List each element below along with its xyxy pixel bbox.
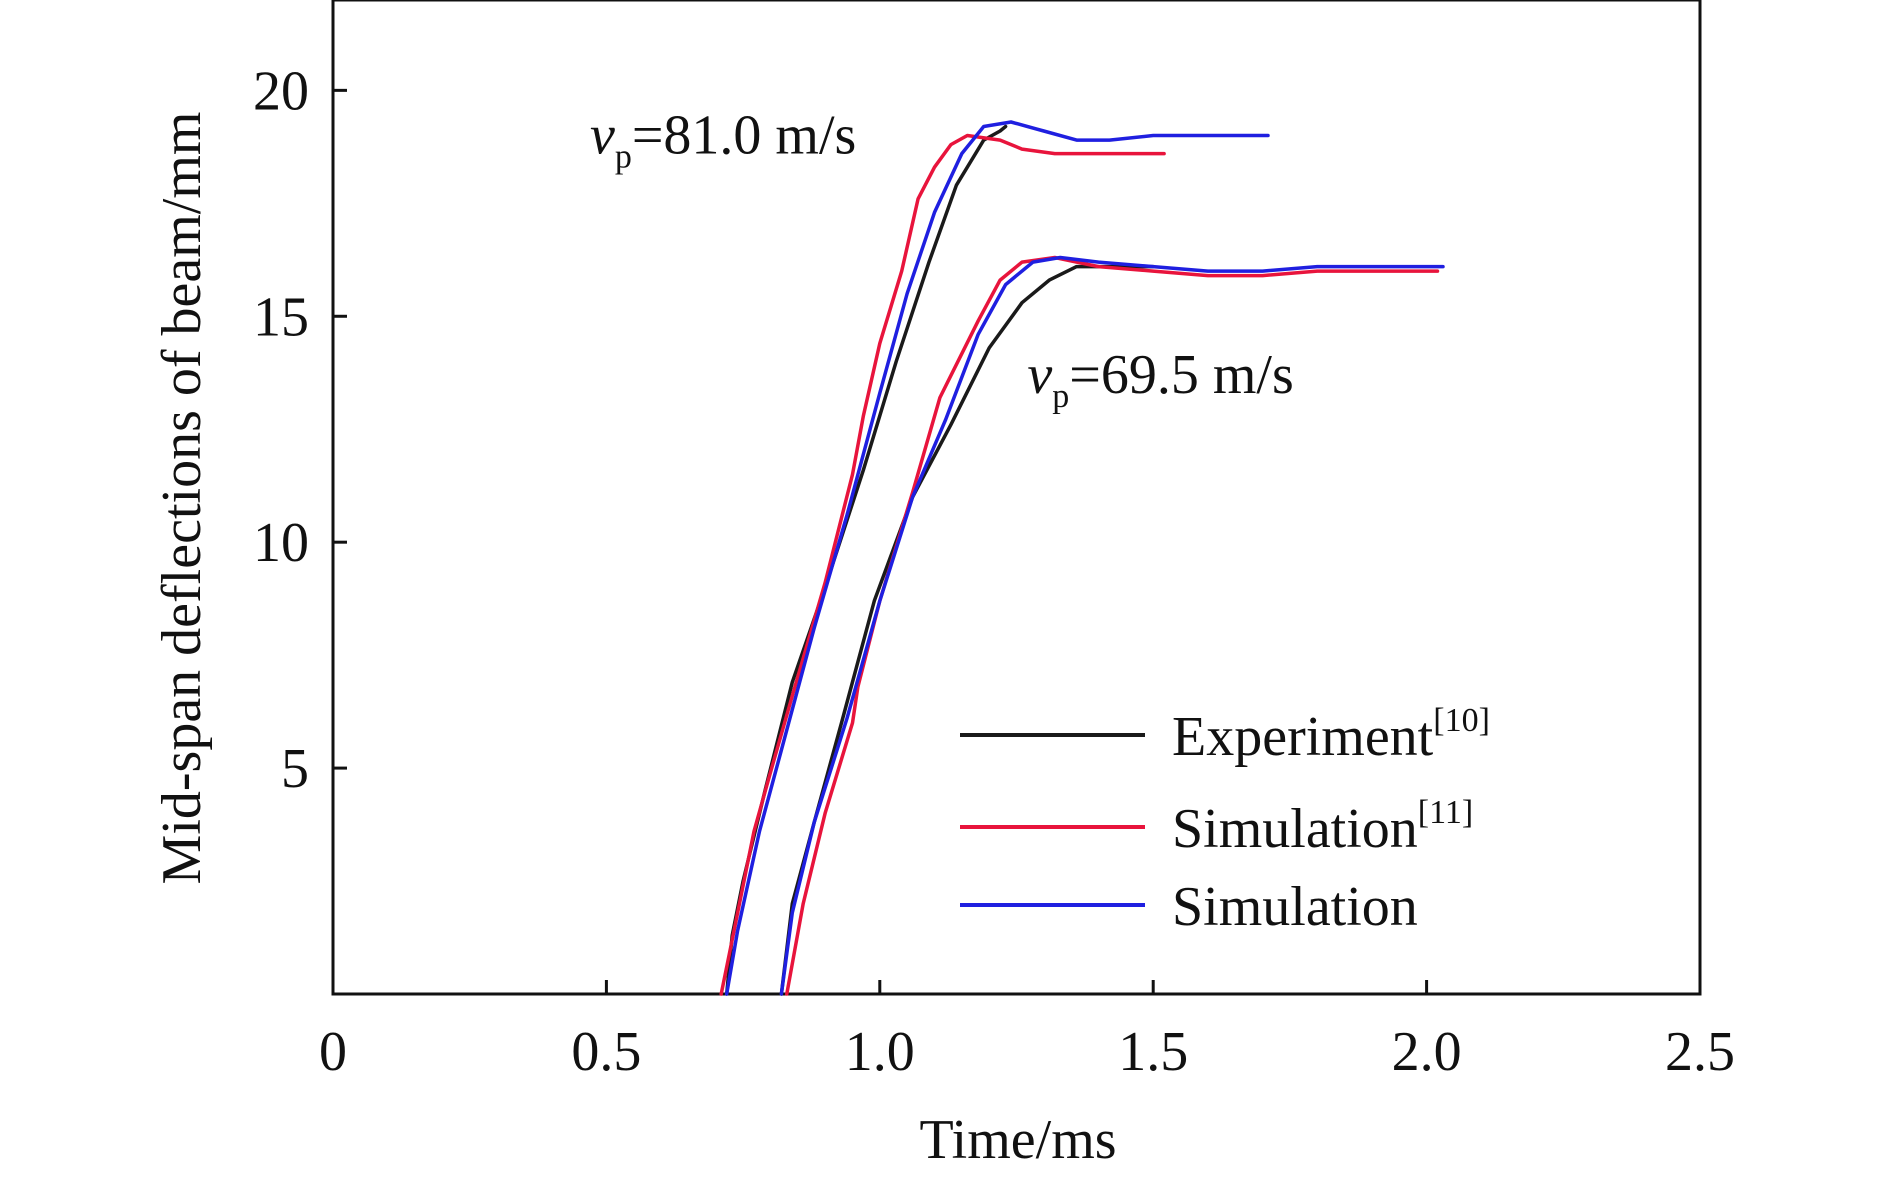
legend-label: Simulation[11] [1172,794,1473,860]
series-line [724,124,1008,996]
plot-area-frame [331,0,1702,996]
plot-frame-layer [331,0,1702,996]
series-group [779,255,1445,996]
series-line [719,133,1166,996]
tick-layer: 0 0.5 1.0 1.5 2.0 2.5 5 10 15 20 [253,60,1735,1083]
series-layer [719,120,1445,996]
y-tick-label: 10 [253,512,309,574]
legend-label: Experiment[10] [1172,702,1490,768]
x-tick-label: 0.5 [571,1021,641,1083]
legend-layer: Experiment[10] Simulation[11] Simulation [960,702,1490,938]
series-line [724,120,1270,996]
x-tick-label: 2.0 [1392,1021,1462,1083]
y-tick-label: 15 [253,286,309,348]
y-axis-title: Mid-span deflections of beam/mm [151,112,213,885]
x-tick-label: 1.5 [1118,1021,1188,1083]
annotation-layer: vp=81.0 m/s vp=69.5 m/s [590,105,1294,415]
x-axis-title: Time/ms [919,1109,1116,1171]
y-tick-label: 20 [253,60,309,122]
legend-label: Simulation [1172,876,1418,938]
x-tick-label: 2.5 [1665,1021,1735,1083]
x-tick-label: 1.0 [845,1021,915,1083]
velocity-annotation: vp=69.5 m/s [1027,344,1293,415]
x-tick-label: 0 [319,1021,347,1083]
velocity-annotation: vp=81.0 m/s [590,105,856,176]
y-tick-label: 5 [281,738,309,800]
series-line [785,255,1440,996]
series-group [719,120,1270,996]
series-line [779,255,1445,996]
